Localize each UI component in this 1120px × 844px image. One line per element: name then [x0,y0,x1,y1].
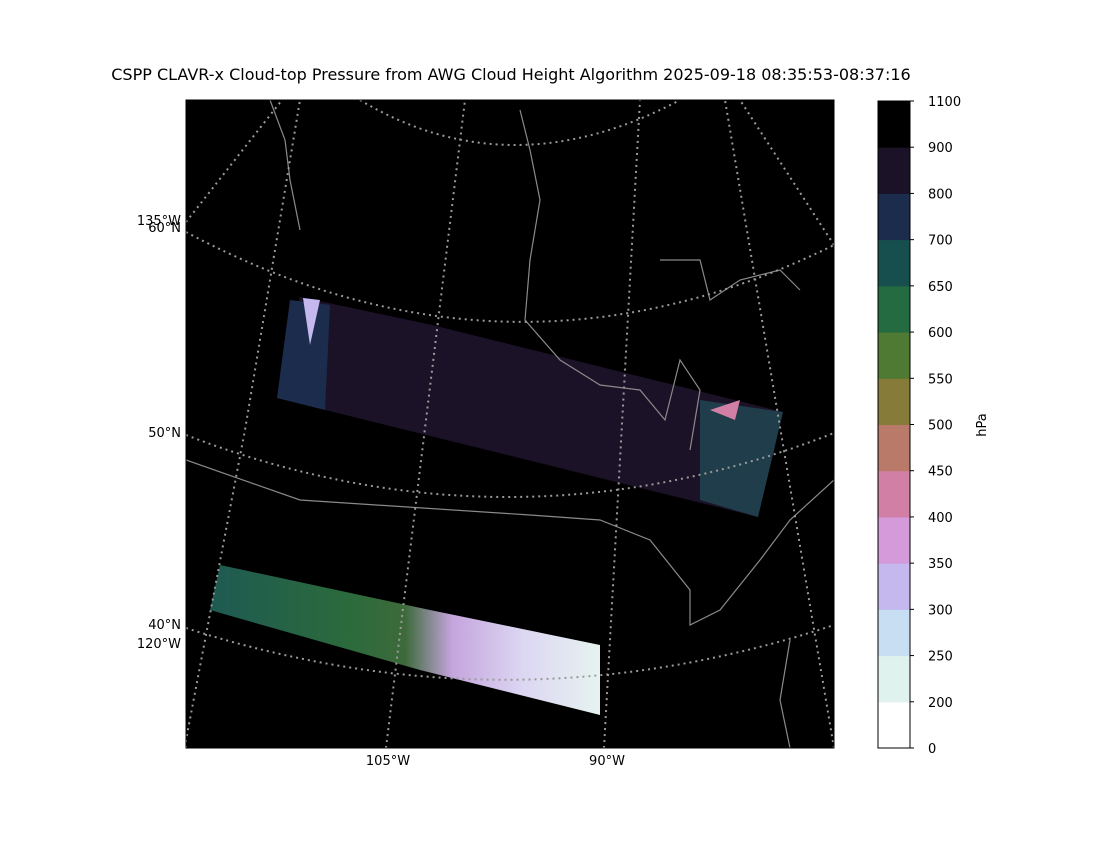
parallel [186,624,834,681]
meridian [739,100,834,246]
parallel [186,432,834,498]
colorbar-tick-label: 650 [928,280,953,295]
colorbar-tick-label: 1100 [928,95,961,110]
colorbar-tick-label: 350 [928,557,953,572]
colorbar-tick-label: 500 [928,419,953,434]
meridian [603,100,641,748]
graticule-label: 105°W [366,754,410,769]
colorbar-tick-label: 200 [928,696,953,711]
cloud-swath-part [277,300,330,410]
coastline [186,100,834,748]
colorbar-tick-label: 600 [928,326,953,341]
colorbar-tick-label: 300 [928,603,953,618]
graticule-label: 40°N [148,618,181,633]
cloud-swath [210,565,600,715]
graticule-label: 90°W [589,754,625,769]
colorbar-segment [878,101,910,148]
colorbar: 0 200 250 300 350 400 450 500 550 600 650 700 800 900… [877,95,961,757]
cloud-swath-part [700,400,783,517]
cloud-swath [277,297,783,517]
graticule-label: 135°W [137,214,181,229]
map [186,100,834,748]
colorbar-tick-label: 400 [928,511,953,526]
colorbar-segment [878,424,910,472]
colorbar-segment [878,609,910,657]
graticule-label: 120°W [137,637,181,652]
map-frame [185,99,835,749]
title: CSPP CLAVR-x Cloud-top Pressure from AWG… [111,65,910,84]
colorbar-segment [878,193,910,241]
colorbar-segment [878,516,910,564]
meridian [385,100,466,748]
parallel [359,100,681,146]
colorbar-tick-label: 800 [928,187,953,202]
meridian [186,100,283,223]
graticule-label: 50°N [148,426,181,441]
colorbar-segment [878,701,910,749]
colorbar-segment [878,470,910,518]
cloud-swath-part [710,400,740,420]
colorbar-tick-label: 700 [928,234,953,249]
colorbar-segment [878,378,910,425]
colorbar-segment [878,147,910,194]
colorbar-tick-label: 450 [928,465,953,480]
colorbar-tick-label: 550 [928,372,953,387]
graticule-label: 60°N [148,221,181,236]
colorbar-tick-label: 900 [928,141,953,156]
colorbar-segment [878,563,910,610]
colorbar-label: hPa [975,413,990,436]
colorbar-segment [878,285,910,333]
colorbar-segment [878,239,910,287]
cloud-swath-part [303,298,320,345]
colorbar-segment [878,332,910,379]
colorbar-tick-label: 250 [928,650,953,665]
colorbar-tick-label: 0 [928,742,936,757]
meridian [724,100,834,748]
colorbar-segment [878,655,910,703]
